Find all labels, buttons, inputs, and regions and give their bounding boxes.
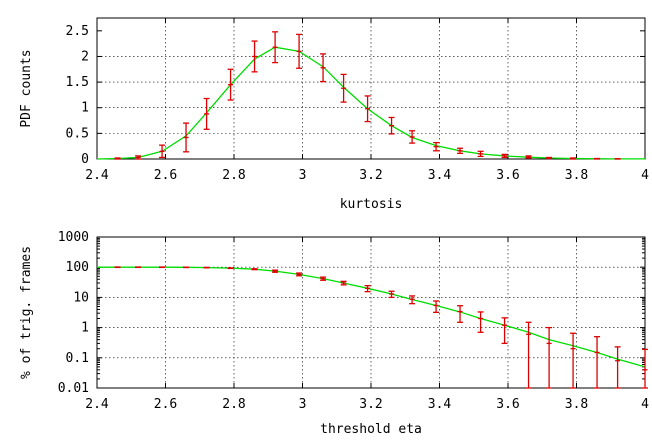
x-tick-label: 3.2	[359, 397, 382, 412]
plot-frame	[96, 236, 646, 389]
data-point	[340, 280, 347, 286]
data-point	[203, 97, 210, 130]
y-tick-label: 1	[81, 321, 89, 336]
x-tick-label: 3.6	[496, 168, 519, 183]
y-axis-label: % of trig. frames	[19, 246, 34, 379]
x-tick-label: 3.8	[565, 397, 588, 412]
x-axis-label: kurtosis	[340, 197, 403, 212]
data-point	[227, 68, 234, 101]
data-point	[409, 130, 416, 144]
y-tick-label: 0.01	[58, 381, 89, 396]
x-tick-label: 2.8	[222, 397, 245, 412]
data-point	[501, 317, 508, 345]
data-point	[525, 155, 532, 159]
data-point	[272, 269, 279, 273]
y-tick-label: 10	[73, 290, 89, 305]
data-point	[409, 295, 416, 305]
x-tick-label: 3.4	[428, 168, 452, 183]
x-tick-label: 3.8	[565, 168, 588, 183]
x-tick-label: 3.6	[496, 397, 519, 412]
data-point	[546, 326, 553, 389]
data-point	[364, 95, 371, 123]
x-tick-label: 2.6	[154, 168, 177, 183]
y-tick-label: 1	[81, 101, 89, 116]
data-point	[614, 346, 621, 389]
data-point	[457, 147, 464, 155]
data-point	[296, 33, 303, 69]
x-tick-label: 3	[299, 168, 307, 183]
data-point	[525, 321, 532, 389]
data-point	[501, 153, 508, 159]
y-tick-label: 2.5	[66, 24, 89, 39]
data-point	[570, 157, 577, 160]
data-point	[340, 73, 347, 103]
x-tick-label: 4	[641, 168, 649, 183]
data-point	[272, 31, 279, 64]
x-tick-label: 3.4	[428, 397, 452, 412]
data-point	[114, 157, 121, 160]
y-tick-label: 0.5	[66, 126, 89, 141]
y-tick-label: 0.1	[66, 351, 89, 366]
y-tick-label: 1000	[58, 230, 89, 245]
x-tick-label: 4	[641, 397, 649, 412]
x-tick-label: 3.2	[359, 168, 382, 183]
y-tick-label: 0	[81, 152, 89, 167]
data-point	[433, 141, 440, 152]
data-point	[183, 122, 190, 153]
data-point	[594, 336, 601, 389]
y-tick-label: 2	[81, 49, 89, 64]
x-tick-label: 2.4	[85, 397, 109, 412]
data-point	[457, 305, 464, 323]
data-point	[570, 332, 577, 389]
data-point	[227, 267, 234, 270]
data-point	[388, 290, 395, 299]
data-point	[251, 40, 258, 73]
trigger-fraction-plot: 2.4 2.6 2.8 3 3.2 3.4 3.6 3.8 4 0.01 0.1 1 10 100 1000…	[19, 230, 649, 437]
data-point	[433, 300, 440, 313]
x-tick-label: 2.6	[154, 397, 177, 412]
data-point	[546, 156, 553, 160]
plot-frame	[96, 17, 646, 160]
kurtosis-pdf-plot: 2.4 2.6 2.8 3 3.2 3.4 3.6 3.8 4 0 0.5 1 1.5 2 2.5 kurto…	[19, 17, 649, 212]
data-point	[388, 116, 395, 135]
data-point	[296, 272, 303, 277]
x-axis-label: threshold eta	[320, 422, 422, 437]
data-point	[477, 311, 484, 333]
data-point	[320, 276, 327, 281]
data-point	[251, 268, 258, 271]
data-point	[477, 150, 484, 158]
x-tick-label: 2.8	[222, 168, 245, 183]
data-point	[135, 155, 142, 160]
y-axis-label: PDF counts	[19, 49, 34, 127]
y-tick-label: 100	[66, 260, 89, 275]
x-tick-label: 2.4	[85, 168, 109, 183]
data-point	[364, 284, 371, 293]
data-point	[642, 348, 648, 389]
data-point	[320, 53, 327, 83]
x-tick-label: 3	[299, 397, 307, 412]
y-tick-label: 1.5	[66, 75, 89, 90]
data-point	[594, 157, 601, 160]
data-point	[159, 144, 166, 159]
